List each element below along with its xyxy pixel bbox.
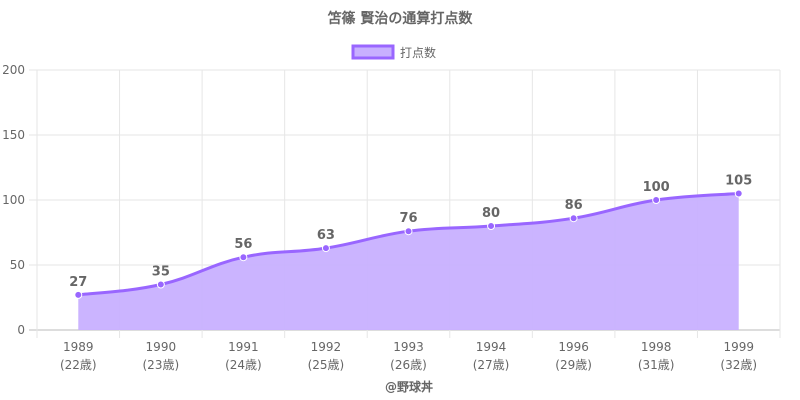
data-point (156, 280, 165, 289)
x-tick-label: 1989 (63, 340, 94, 354)
y-tick-label: 200 (2, 63, 25, 77)
data-label: 80 (482, 206, 500, 221)
y-tick-label: 150 (2, 128, 25, 142)
x-tick-sublabel: (32歳) (720, 358, 757, 372)
x-tick-label: 1991 (228, 340, 259, 354)
y-tick-label: 100 (2, 193, 25, 207)
y-tick-label: 50 (10, 258, 25, 272)
data-point (321, 244, 330, 253)
legend[interactable]: 打点数 (351, 44, 436, 60)
data-point (239, 253, 248, 262)
x-tick-label: 1993 (393, 340, 424, 354)
data-label: 105 (725, 174, 752, 189)
legend-label: 打点数 (400, 45, 436, 60)
x-tick-sublabel: (24歳) (225, 358, 262, 372)
data-point (569, 214, 578, 223)
data-label: 35 (152, 265, 170, 280)
x-tick-label: 1994 (476, 340, 507, 354)
data-label: 63 (317, 228, 335, 243)
data-label: 76 (399, 211, 417, 226)
area-fill (78, 193, 739, 330)
x-tick-label: 1998 (641, 340, 672, 354)
data-point (487, 222, 496, 230)
x-tick-label: 1999 (723, 340, 754, 354)
chart-title: 笘篠 賢治の通算打点数 (328, 10, 474, 27)
data-label: 27 (69, 275, 87, 290)
x-tick-sublabel: (22歳) (60, 358, 97, 372)
y-tick-label: 0 (17, 323, 25, 337)
x-tick-sublabel: (27歳) (473, 358, 510, 372)
x-tick-sublabel: (29歳) (555, 358, 592, 372)
x-tick-sublabel: (26歳) (390, 358, 427, 372)
legend-swatch (351, 44, 395, 60)
x-tick-label: 1996 (558, 340, 589, 354)
x-tick-sublabel: (23歳) (143, 358, 180, 372)
data-point (652, 196, 661, 204)
data-point (74, 290, 83, 299)
data-label: 86 (565, 198, 583, 213)
data-label: 100 (643, 180, 670, 195)
x-tick-label: 1990 (146, 340, 177, 354)
data-point (734, 189, 743, 198)
data-points (74, 189, 743, 299)
x-tick-sublabel: (25歳) (308, 358, 345, 372)
data-point (404, 227, 413, 236)
y-axis: 0 50 100 150 200 (2, 63, 25, 337)
data-label: 56 (234, 237, 252, 252)
x-tick-sublabel: (31歳) (638, 358, 675, 372)
x-tick-label: 1992 (311, 340, 342, 354)
credit-text: @野球丼 (385, 379, 433, 394)
x-axis: 1989 (22歳) 1990 (23歳) 1991 (24歳) 1992 (25歳) 1993… (60, 340, 757, 372)
data-labels: 27 35 56 63 76 80 86 100 105 (69, 174, 752, 290)
